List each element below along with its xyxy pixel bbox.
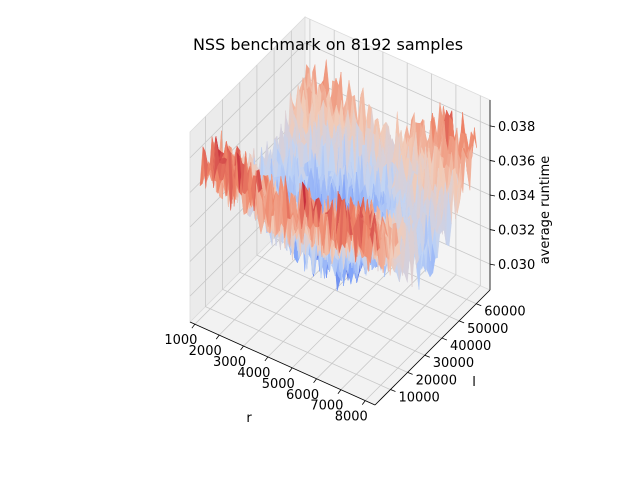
y-tick: [476, 303, 482, 307]
x-tick: [215, 334, 220, 340]
x-tick: [361, 400, 366, 405]
grid-line-x: [365, 95, 481, 401]
z-tick: [489, 229, 496, 231]
y-tick-label: 40000: [450, 339, 491, 354]
grid-line-y: [239, 82, 425, 356]
surface-facet: [367, 235, 373, 264]
z-axis-label: average runtime: [538, 156, 553, 265]
x-tick-label: 8000: [335, 410, 368, 425]
y-tick-label: 10000: [398, 391, 439, 406]
y-axis-line: [374, 289, 491, 406]
x-tick: [288, 367, 293, 373]
x-tick-label: 6000: [286, 388, 319, 403]
y-tick-label: 60000: [484, 305, 525, 320]
x-tick-label: 2000: [189, 344, 222, 359]
x-tick-label: 1000: [164, 333, 197, 348]
y-tick-label: 20000: [416, 373, 457, 388]
grid-line-z: [189, 42, 491, 159]
x-tick: [313, 378, 317, 384]
x-tick: [191, 323, 196, 329]
z-tick-label: 0.034: [498, 189, 535, 204]
z-tick-label: 0.030: [498, 258, 535, 273]
grid-line-y: [273, 47, 460, 322]
y-axis-label: l: [472, 375, 476, 390]
y-tick: [424, 354, 430, 358]
y-tick: [441, 337, 448, 341]
y-tick: [407, 372, 413, 375]
x-tick: [240, 345, 244, 351]
y-tick-label: 30000: [433, 356, 474, 371]
grid-line-y: [256, 65, 443, 339]
x-tick-label: 5000: [262, 377, 295, 392]
x-tick: [264, 356, 269, 362]
z-tick-label: 0.038: [498, 120, 535, 135]
z-tick-label: 0.036: [498, 154, 535, 169]
x-tick-label: 3000: [213, 355, 246, 370]
z-tick: [489, 263, 496, 266]
x-axis-label: r: [246, 411, 252, 426]
x-tick: [337, 389, 342, 394]
z-tick: [489, 125, 496, 128]
chart-title: NSS benchmark on 8192 samples: [193, 35, 463, 54]
surface-plot: [199, 59, 477, 291]
x-axis-line: [189, 321, 376, 406]
x-tick-label: 7000: [310, 399, 343, 414]
y-tick: [458, 320, 465, 324]
tick-marks: [191, 125, 496, 405]
y-tick: [390, 389, 396, 392]
x-tick-label: 4000: [237, 366, 270, 381]
y-tick-label: 50000: [467, 322, 508, 337]
z-tick: [489, 160, 496, 162]
z-tick-label: 0.032: [498, 224, 535, 239]
z-tick: [489, 194, 496, 197]
